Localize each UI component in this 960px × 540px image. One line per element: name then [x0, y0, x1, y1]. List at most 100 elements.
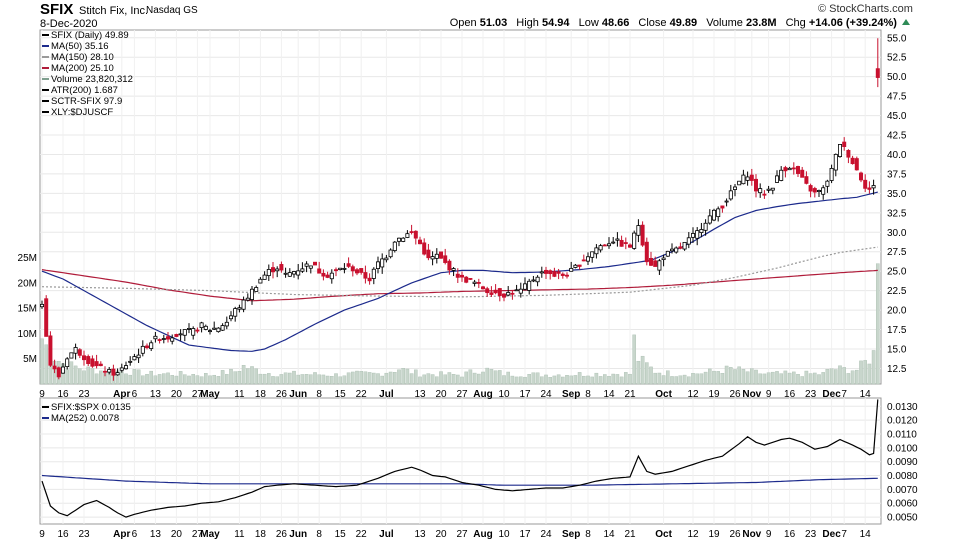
ratio-tick-label: 0.0070 — [887, 485, 918, 496]
candle-up — [153, 335, 158, 340]
x-tick-label: 9 — [766, 529, 772, 540]
candle-down — [548, 270, 553, 275]
legend-entry: MA(200) 25.10 — [42, 63, 133, 74]
volume-bar — [409, 373, 414, 385]
candle-up — [371, 268, 376, 279]
volume-bar — [569, 375, 573, 385]
legend-text: SFIX (Daily) 49.89 — [51, 30, 129, 41]
price-tick-label: 37.5 — [887, 169, 907, 180]
volume-bar — [493, 370, 498, 385]
candle-up — [304, 263, 309, 267]
candle-up — [674, 247, 679, 253]
candle-up — [65, 358, 70, 368]
volume-bar — [241, 365, 246, 385]
ratio-tick-label: 0.0130 — [887, 402, 918, 413]
up-triangle-icon — [902, 19, 910, 25]
volume-bar — [691, 373, 695, 385]
quote-summary: Open 51.03 High 54.94 Low 48.66 Close 49… — [444, 17, 910, 29]
candle-up — [598, 245, 603, 251]
candle-up — [228, 315, 233, 320]
volume-bar — [472, 372, 477, 385]
volume-bar — [628, 373, 632, 385]
volume-bar — [720, 373, 725, 385]
volume-bar — [82, 370, 86, 385]
candle-up — [296, 270, 301, 276]
volume-bar — [481, 371, 485, 385]
candle-up — [691, 233, 696, 238]
ticker-symbol: SFIX — [40, 1, 74, 18]
volume-bar — [636, 360, 641, 385]
candle-up — [342, 267, 347, 270]
candle-up — [115, 372, 120, 376]
volume-bar — [477, 373, 481, 385]
x-tick-label: 7 — [841, 529, 847, 540]
candle-down — [796, 166, 801, 174]
candle-down — [800, 169, 805, 178]
volume-tick-label: 25M — [18, 253, 37, 264]
volume-bar — [859, 360, 863, 385]
volume-bar — [796, 374, 800, 385]
volume-bar — [590, 376, 594, 385]
x-tick-label: 14 — [860, 389, 872, 400]
volume-bar — [153, 375, 158, 385]
x-tick-label: 6 — [132, 529, 138, 540]
volume-bar — [846, 373, 851, 385]
volume-bar — [565, 375, 569, 385]
candle-up — [787, 167, 792, 171]
volume-bar — [687, 376, 691, 385]
price-tick-label: 20.0 — [887, 306, 907, 317]
volume-bar — [871, 350, 876, 385]
candle-down — [447, 260, 452, 271]
x-tick-label: 15 — [335, 389, 347, 400]
candle-up — [539, 271, 544, 274]
volume-bar — [283, 372, 288, 385]
volume-bar — [300, 374, 305, 385]
price-tick-label: 25.0 — [887, 267, 907, 278]
volume-bar — [342, 375, 347, 385]
volume-bar — [178, 371, 183, 385]
close-value: 49.89 — [669, 17, 698, 29]
volume-bar — [245, 368, 250, 385]
candle-up — [266, 269, 271, 277]
legend-text: ATR(200) 1.687 — [51, 85, 118, 96]
volume-bar — [699, 373, 704, 385]
volume-bar — [367, 372, 372, 385]
volume-bar — [237, 371, 242, 385]
volume-bar — [682, 374, 687, 385]
volume-bar — [149, 370, 154, 385]
candle-up — [573, 264, 578, 268]
volume-bar — [737, 366, 741, 385]
candle-down — [270, 267, 275, 273]
candle-down — [749, 174, 754, 181]
candle-down — [144, 345, 149, 349]
volume-bar — [624, 372, 628, 385]
volume-bar — [220, 370, 225, 385]
candle-down — [56, 367, 61, 378]
high-label: High — [516, 17, 539, 29]
candle-up — [392, 241, 397, 251]
ratio-tick-label: 0.0110 — [887, 430, 917, 441]
candle-down — [443, 255, 448, 263]
x-tick-label: 17 — [519, 389, 531, 400]
candle-up — [531, 279, 536, 282]
candle-down — [623, 242, 628, 244]
x-tick-label: 15 — [335, 529, 347, 540]
candle-up — [132, 356, 137, 361]
x-tick-label: Jul — [379, 389, 394, 400]
volume-bar — [582, 375, 586, 385]
volume-bar — [430, 374, 435, 385]
volume-bar — [451, 374, 456, 385]
volume-bar — [695, 373, 699, 385]
candle-down — [476, 282, 481, 284]
volume-bar — [498, 370, 502, 385]
volume-bar — [182, 374, 187, 385]
x-tick-label: 8 — [316, 529, 322, 540]
exchange-name: Nasdaq GS — [146, 5, 198, 16]
candle-up — [61, 366, 66, 374]
candle-down — [77, 349, 82, 356]
volume-bar — [754, 369, 758, 385]
legend-swatch — [42, 45, 49, 48]
volume-bar — [279, 374, 284, 385]
volume-bar — [556, 374, 561, 385]
volume-bar — [355, 370, 359, 385]
